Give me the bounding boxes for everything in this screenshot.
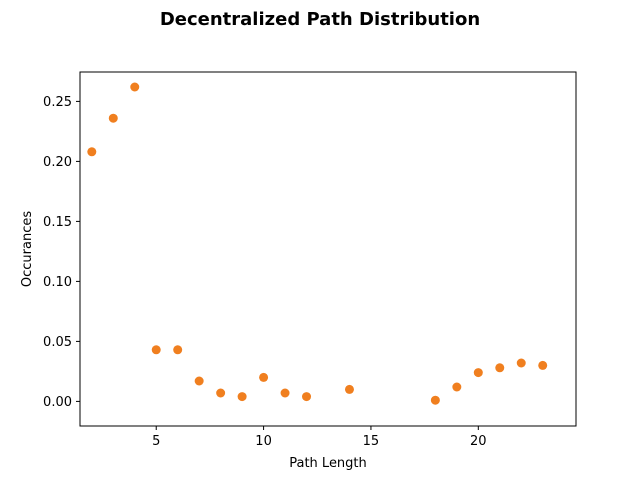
data-point bbox=[495, 363, 505, 373]
data-point bbox=[344, 384, 354, 394]
plot-area bbox=[79, 71, 577, 427]
y-axis-label: Occurances bbox=[20, 211, 35, 287]
x-tick-label: 20 bbox=[470, 434, 487, 449]
data-point bbox=[194, 376, 204, 386]
y-tick-label: 0.05 bbox=[43, 335, 72, 350]
data-point bbox=[108, 113, 118, 123]
y-tick-label: 0.20 bbox=[43, 155, 72, 170]
data-point bbox=[516, 358, 526, 368]
data-point bbox=[302, 392, 312, 402]
data-point bbox=[130, 82, 140, 92]
data-points bbox=[87, 82, 548, 405]
data-point bbox=[237, 392, 247, 402]
data-point bbox=[87, 147, 97, 157]
data-point bbox=[151, 345, 161, 355]
data-point bbox=[538, 360, 548, 370]
x-tick-label: 15 bbox=[363, 434, 380, 449]
x-tick-label: 5 bbox=[152, 434, 160, 449]
data-point bbox=[280, 388, 290, 398]
y-tick-label: 0.00 bbox=[43, 395, 72, 410]
data-point bbox=[216, 388, 226, 398]
data-point bbox=[430, 395, 440, 405]
y-axis: 0.00 0.05 0.10 0.15 0.20 0.25 bbox=[43, 95, 80, 410]
data-point bbox=[259, 372, 269, 382]
x-tick-label: 10 bbox=[255, 434, 272, 449]
x-axis-label: Path Length bbox=[289, 456, 367, 471]
y-tick-label: 0.10 bbox=[43, 275, 72, 290]
y-tick-label: 0.15 bbox=[43, 215, 72, 230]
data-point bbox=[452, 382, 462, 392]
y-tick-label: 0.25 bbox=[43, 95, 72, 110]
data-point bbox=[473, 368, 483, 378]
data-point bbox=[173, 345, 183, 355]
chart-title: Decentralized Path Distribution bbox=[160, 9, 480, 30]
x-axis: 5 10 15 20 bbox=[152, 426, 487, 449]
